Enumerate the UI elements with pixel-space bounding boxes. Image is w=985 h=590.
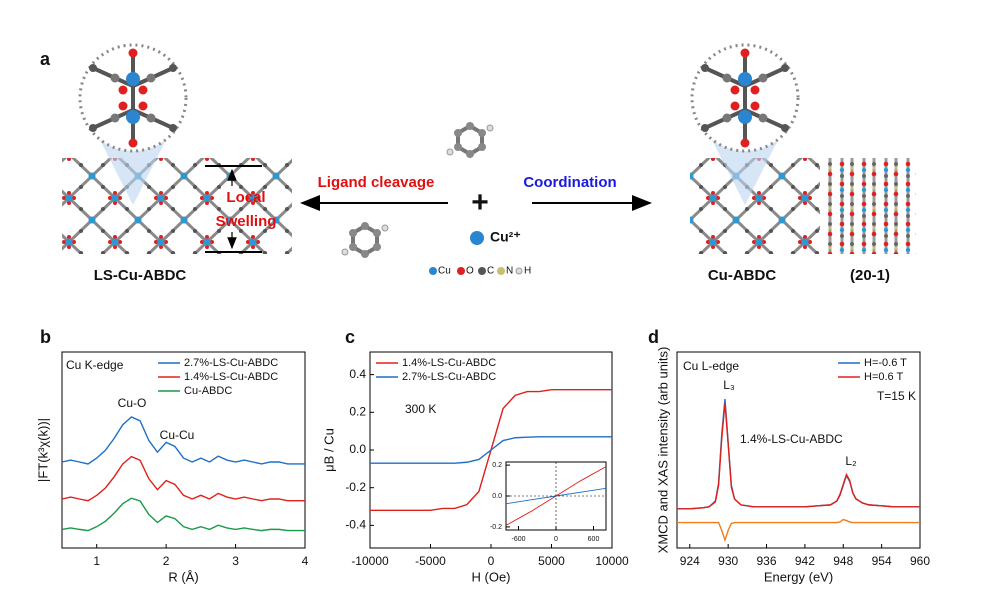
x-tick-label: -5000: [415, 554, 446, 568]
x-tick-label: 948: [833, 554, 853, 568]
linker-molecule: [340, 220, 390, 260]
annotation: Cu-Cu: [160, 428, 195, 442]
annotation: 300 K: [405, 402, 436, 416]
x-tick-label: 942: [795, 554, 815, 568]
x-tick-label: 930: [718, 554, 738, 568]
atom-legend-item: N: [506, 266, 513, 277]
series-line: [61, 455, 305, 502]
y-tick-label: 0.0: [349, 442, 366, 456]
series-line: [677, 402, 920, 510]
y-tick-label: 0.2: [492, 462, 502, 469]
x-tick-label: 954: [872, 554, 892, 568]
x-tick-label: 10000: [595, 554, 629, 568]
legend-label: 1.4%-LS-Cu-ABDC: [184, 371, 278, 383]
annotation: Cu-O: [118, 396, 147, 410]
x-tick-label: 960: [910, 554, 930, 568]
x-tick-label: 2: [163, 554, 170, 568]
plus: +: [471, 186, 489, 219]
arrow-label: Ligand cleavage: [318, 174, 435, 191]
series-line: [61, 497, 305, 532]
plot-frame: [61, 351, 306, 549]
plot-frame: [676, 351, 921, 549]
legend-label: 2.7%-LS-Cu-ABDC: [184, 357, 278, 369]
atom-legend-item: Cu: [438, 266, 451, 277]
y-axis-label: μB / Cu: [321, 428, 336, 472]
atom-legend: Cu O C N H: [429, 266, 531, 277]
linker-molecule: [445, 120, 495, 160]
x-tick-label: 0: [554, 536, 558, 543]
annotation: L₃: [723, 378, 735, 392]
y-tick-label: 0.4: [349, 367, 366, 381]
right-structure: [690, 43, 916, 254]
series-line: [370, 436, 612, 464]
cu-ion: [470, 231, 484, 245]
y-tick-label: 0.2: [349, 404, 366, 418]
annotation: 1.4%-LS-Cu-ABDC: [740, 432, 843, 446]
left-structure: [62, 43, 292, 254]
panel-label: a: [40, 49, 51, 69]
legend-label: H=0.6 T: [864, 371, 904, 383]
swelling-bracket: [205, 165, 262, 253]
x-axis-label: Energy (eV): [764, 569, 833, 584]
ion-label: Cu²⁺: [490, 229, 521, 245]
annotation: L₂: [845, 454, 857, 468]
x-axis-label: H (Oe): [472, 569, 511, 584]
x-tick-label: 936: [757, 554, 777, 568]
series-line: [61, 416, 305, 465]
atom-legend-item: H: [524, 266, 531, 277]
y-tick-label: -0.2: [490, 524, 502, 531]
x-tick-label: 3: [232, 554, 239, 568]
panel-label: c: [345, 327, 355, 347]
annotation: Cu K-edge: [66, 358, 124, 372]
atom-legend-item: C: [487, 266, 494, 277]
structure-label: (20-1): [850, 267, 890, 284]
x-tick-label: -600: [511, 536, 525, 543]
panel-label: d: [648, 327, 659, 347]
annotation: Cu L-edge: [683, 359, 739, 373]
x-tick-label: 600: [588, 536, 600, 543]
x-tick-label: 924: [680, 554, 700, 568]
x-axis-label: R (Å): [168, 569, 198, 584]
x-tick-label: 5000: [538, 554, 565, 568]
legend-label: 2.7%-LS-Cu-ABDC: [402, 371, 496, 383]
y-tick-label: -0.2: [345, 480, 366, 494]
x-tick-label: 1: [93, 554, 100, 568]
arrow-label: Coordination: [523, 174, 616, 191]
swelling-text: Local: [226, 189, 265, 206]
atom-legend-item: O: [466, 266, 474, 277]
annotation: T=15 K: [877, 389, 916, 403]
y-axis-label: |FT(k³χ(k))|: [35, 418, 50, 482]
y-tick-label: -0.4: [345, 518, 366, 532]
legend-label: 1.4%-LS-Cu-ABDC: [402, 357, 496, 369]
x-tick-label: 0: [488, 554, 495, 568]
legend-label: Cu-ABDC: [184, 385, 232, 397]
structure-label: LS-Cu-ABDC: [94, 267, 187, 284]
x-tick-label: 4: [302, 554, 309, 568]
legend-label: H=-0.6 T: [864, 357, 907, 369]
series-line: [677, 518, 920, 543]
x-tick-label: -10000: [351, 554, 389, 568]
swelling-text: Swelling: [216, 213, 277, 230]
panel-label: b: [40, 327, 51, 347]
y-axis-label: XMCD and XAS intensity (arb units): [655, 347, 670, 554]
structure-label: Cu-ABDC: [708, 267, 776, 284]
y-tick-label: 0.0: [492, 493, 502, 500]
